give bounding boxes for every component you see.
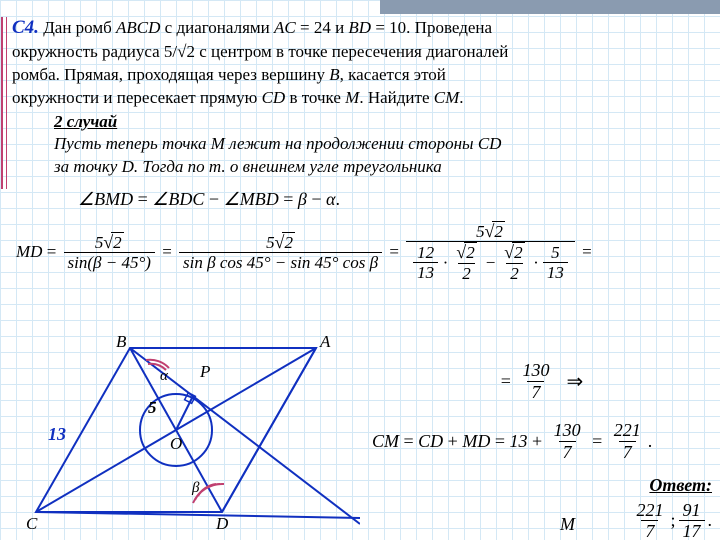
t4g: . bbox=[459, 88, 463, 107]
f3bd1: 2 bbox=[506, 263, 523, 284]
lbl-beta: β bbox=[192, 480, 199, 497]
cmf1d: 7 bbox=[559, 441, 576, 463]
task-line-3: ромба. Прямая, проходящая через вершину … bbox=[12, 64, 710, 86]
h2b: D bbox=[122, 157, 134, 176]
cmf2n: 221 bbox=[610, 420, 645, 441]
ae-m2: ∠MBD bbox=[224, 188, 279, 211]
case-title: 2 случай bbox=[54, 111, 710, 133]
t4f: CM bbox=[434, 88, 460, 107]
lbl-13: 13 bbox=[48, 424, 66, 445]
cmf1n: 130 bbox=[550, 420, 585, 441]
task-line-4: окружности и пересекает прямую CD в точк… bbox=[12, 87, 710, 109]
af1d: 7 bbox=[641, 520, 658, 542]
t3c: , касается этой bbox=[340, 65, 446, 84]
af2n: 91 bbox=[679, 500, 705, 521]
lbl-C: C bbox=[26, 514, 37, 534]
adot: . bbox=[708, 510, 713, 531]
ae-m1: ∠BDC bbox=[152, 188, 204, 211]
t4e: . Найдите bbox=[359, 88, 433, 107]
lbl-A: A bbox=[320, 332, 330, 352]
diagram-svg bbox=[20, 336, 360, 536]
lbl-D: D bbox=[216, 514, 228, 534]
task-label: С4. bbox=[12, 17, 39, 38]
cm-lhs: CM bbox=[372, 431, 399, 452]
answer-label-row: Ответ: bbox=[372, 475, 712, 496]
hyp-1: Пусть теперь точка M лежит на продолжени… bbox=[54, 133, 710, 155]
lbl-P: P bbox=[200, 362, 210, 382]
h1a: Пусть теперь точка bbox=[54, 134, 211, 153]
angle-equation: ∠BMD = ∠BDC − ∠MBD = β − α. bbox=[12, 188, 710, 211]
t1e: = 24 и bbox=[296, 18, 349, 37]
f3ad1: 13 bbox=[413, 262, 438, 283]
cm-v1: 13 bbox=[509, 431, 527, 452]
answer-values: 2217 ; 9117 . bbox=[372, 500, 712, 542]
task-line-1: С4. Дан ромб ABCD с диагоналями AC = 24 … bbox=[12, 16, 710, 40]
lbl-alpha: α bbox=[160, 368, 168, 385]
ae-lhs: ∠BMD bbox=[78, 188, 133, 211]
t1f: BD bbox=[348, 18, 371, 37]
f3ad2: 2 bbox=[458, 263, 475, 284]
t3a: ромба. Прямая, проходящая через вершину bbox=[12, 65, 329, 84]
md-d1: sin(β − 45°) bbox=[64, 252, 155, 273]
t4c: в точке bbox=[285, 88, 345, 107]
md-chain: MD = 52 sin(β − 45°) = 52 sin β cos 45° … bbox=[12, 221, 710, 284]
f3bn2: 5 bbox=[547, 243, 564, 263]
h2a: за точку bbox=[54, 157, 122, 176]
md-f3: 52 1213· 22 − 22· 513 bbox=[406, 221, 575, 284]
r1d: 7 bbox=[527, 381, 544, 403]
task-line-2: окружность радиуса 5/√2 с центром в точк… bbox=[12, 41, 710, 63]
answer-label: Ответ: bbox=[649, 475, 712, 495]
md-f1: 52 sin(β − 45°) bbox=[64, 232, 155, 273]
hyp-2: за точку D. Тогда по т. о внешнем угле т… bbox=[54, 156, 710, 178]
h1d: CD bbox=[478, 134, 502, 153]
f3an1: 12 bbox=[413, 243, 438, 263]
md-lhs: MD bbox=[16, 241, 42, 263]
t1d: AC bbox=[274, 18, 296, 37]
t3b: B bbox=[329, 65, 339, 84]
lbl-B: B bbox=[116, 332, 126, 352]
ae-rb: α bbox=[326, 188, 335, 211]
right-results: = 1307 ⇒ CM = CD + MD = 13 + 1307 = 2217… bbox=[372, 336, 712, 536]
h2c: . Тогда по т. о внешнем угле треугольник… bbox=[134, 157, 442, 176]
af2d: 17 bbox=[679, 520, 705, 542]
t4d: M bbox=[345, 88, 359, 107]
r1n: 130 bbox=[518, 360, 553, 381]
h1b: M bbox=[211, 134, 225, 153]
result-130-7: = 1307 ⇒ bbox=[372, 360, 712, 402]
cm-a: CD bbox=[418, 431, 443, 452]
lbl-5: 5 bbox=[148, 398, 157, 418]
t1c: с диагоналями bbox=[160, 18, 274, 37]
t1b: ABCD bbox=[116, 18, 160, 37]
ae-ra: β bbox=[298, 188, 307, 211]
t4a: окружности и пересекает прямую bbox=[12, 88, 262, 107]
asep: ; bbox=[670, 510, 675, 531]
f3bd2: 13 bbox=[543, 262, 568, 283]
h1c: лежит на продолжении стороны bbox=[225, 134, 478, 153]
cm-b: MD bbox=[462, 431, 490, 452]
t4b: CD bbox=[262, 88, 286, 107]
af1n: 221 bbox=[632, 500, 667, 521]
cm-equation: CM = CD + MD = 13 + 1307 = 2217. bbox=[372, 420, 712, 462]
t1g: = 10. Проведена bbox=[371, 18, 492, 37]
case-title-text: 2 случай bbox=[54, 112, 117, 131]
lbl-O: O bbox=[170, 434, 182, 454]
md-f2: 52 sin β cos 45° − sin 45° cos β bbox=[179, 232, 382, 273]
cmf2d: 7 bbox=[619, 441, 636, 463]
geometry-diagram: B A C D O P α β 5 13 bbox=[20, 336, 360, 536]
t1a: Дан ромб bbox=[43, 18, 116, 37]
md-d2: sin β cos 45° − sin 45° cos β bbox=[179, 252, 382, 273]
